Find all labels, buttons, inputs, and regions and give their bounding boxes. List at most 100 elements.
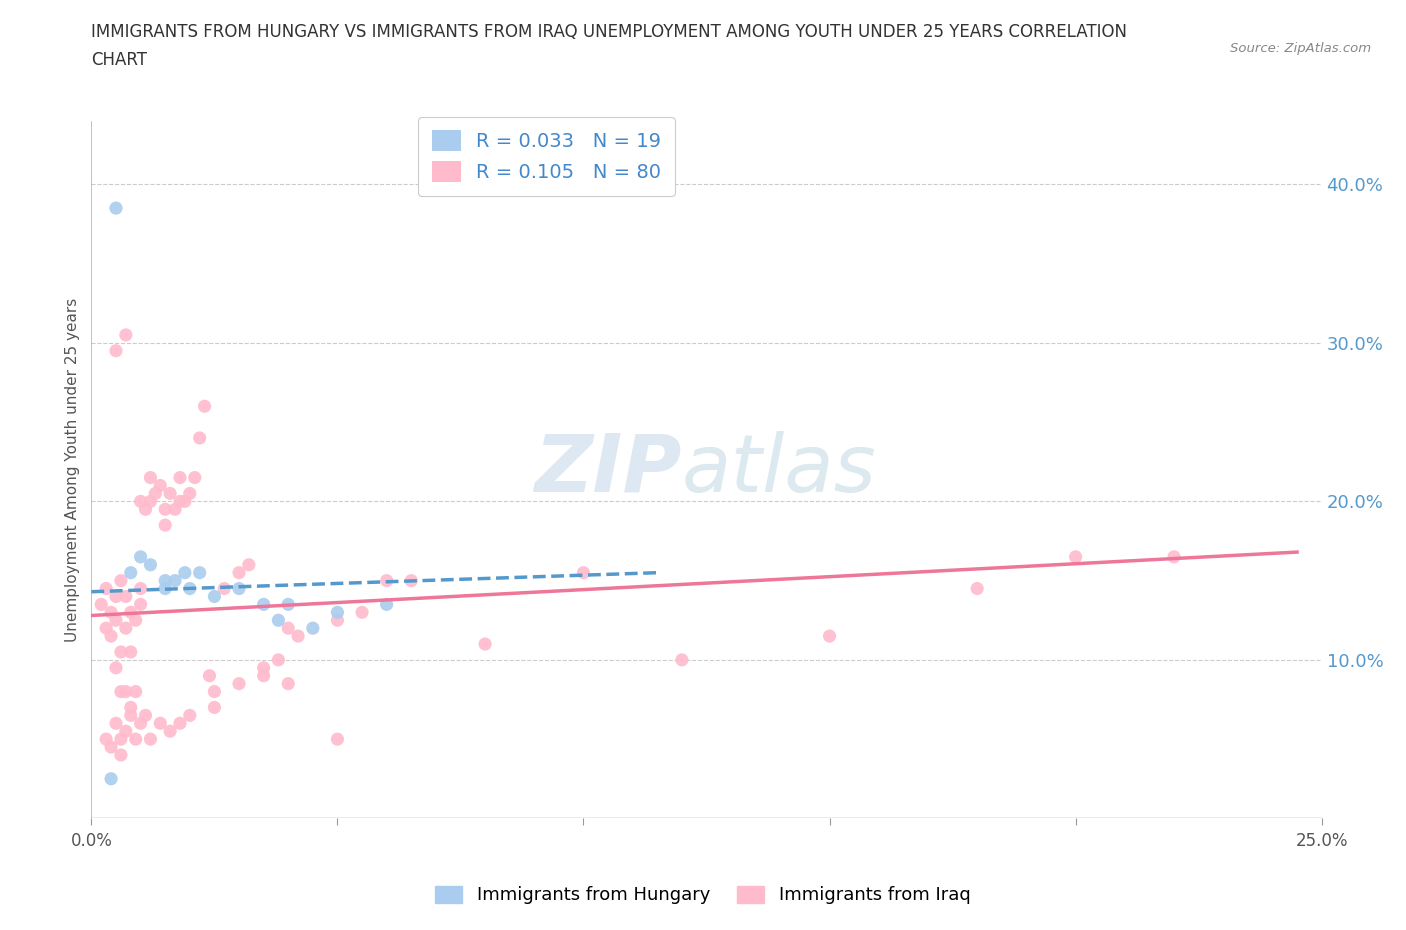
Point: [114, 684, 138, 699]
Point: [277, 676, 299, 691]
Point: [212, 581, 235, 596]
Point: [139, 494, 162, 509]
Point: [135, 708, 156, 723]
Point: [174, 565, 197, 580]
Point: [153, 573, 177, 588]
Point: [114, 620, 138, 635]
Point: [818, 629, 841, 644]
Text: Source: ZipAtlas.com: Source: ZipAtlas.com: [1230, 42, 1371, 55]
Point: [301, 620, 323, 635]
Point: [202, 684, 225, 699]
Point: [120, 604, 142, 619]
Point: [153, 518, 177, 533]
Point: [120, 700, 142, 715]
Point: [253, 669, 276, 684]
Point: [100, 771, 122, 786]
Point: [149, 716, 172, 731]
Point: [124, 732, 146, 747]
Legend: Immigrants from Hungary, Immigrants from Iraq: Immigrants from Hungary, Immigrants from…: [429, 879, 977, 911]
Point: [572, 565, 595, 580]
Point: [105, 201, 127, 216]
Point: [105, 716, 127, 731]
Point: [202, 589, 225, 604]
Point: [399, 573, 422, 588]
Point: [163, 573, 186, 588]
Point: [120, 565, 142, 580]
Point: [326, 604, 349, 619]
Point: [198, 669, 221, 684]
Point: [105, 660, 127, 675]
Point: [352, 604, 374, 619]
Point: [179, 486, 201, 501]
Point: [149, 478, 172, 493]
Point: [277, 597, 299, 612]
Point: [105, 343, 127, 358]
Point: [228, 565, 250, 580]
Point: [169, 471, 191, 485]
Point: [139, 732, 162, 747]
Point: [96, 620, 117, 635]
Point: [163, 502, 186, 517]
Point: [114, 327, 138, 342]
Point: [228, 676, 250, 691]
Point: [228, 581, 250, 596]
Point: [671, 653, 693, 668]
Point: [100, 739, 122, 754]
Point: [253, 660, 276, 675]
Legend: R = 0.033   N = 19, R = 0.105   N = 80: R = 0.033 N = 19, R = 0.105 N = 80: [418, 116, 675, 196]
Point: [238, 557, 260, 572]
Point: [110, 732, 132, 747]
Point: [159, 486, 181, 501]
Point: [114, 724, 138, 738]
Point: [202, 700, 225, 715]
Point: [159, 724, 181, 738]
Point: [110, 573, 132, 588]
Point: [375, 573, 398, 588]
Point: [129, 581, 152, 596]
Point: [153, 581, 177, 596]
Point: [179, 581, 201, 596]
Point: [124, 684, 146, 699]
Text: ZIP: ZIP: [534, 431, 682, 509]
Point: [105, 589, 127, 604]
Point: [110, 644, 132, 659]
Point: [277, 620, 299, 635]
Point: [145, 486, 166, 501]
Point: [1163, 550, 1185, 565]
Point: [90, 597, 112, 612]
Point: [326, 732, 349, 747]
Point: [267, 653, 290, 668]
Point: [135, 502, 156, 517]
Point: [188, 565, 211, 580]
Point: [1064, 550, 1087, 565]
Text: IMMIGRANTS FROM HUNGARY VS IMMIGRANTS FROM IRAQ UNEMPLOYMENT AMONG YOUTH UNDER 2: IMMIGRANTS FROM HUNGARY VS IMMIGRANTS FR…: [91, 23, 1128, 41]
Point: [169, 494, 191, 509]
Point: [96, 732, 117, 747]
Point: [139, 471, 162, 485]
Point: [129, 550, 152, 565]
Point: [966, 581, 988, 596]
Point: [179, 708, 201, 723]
Point: [287, 629, 309, 644]
Point: [110, 748, 132, 763]
Point: [100, 629, 122, 644]
Point: [267, 613, 290, 628]
Point: [96, 581, 117, 596]
Point: [129, 597, 152, 612]
Point: [139, 557, 162, 572]
Point: [120, 708, 142, 723]
Point: [129, 494, 152, 509]
Text: atlas: atlas: [682, 431, 877, 509]
Point: [174, 494, 197, 509]
Text: CHART: CHART: [91, 51, 148, 69]
Point: [188, 431, 211, 445]
Point: [124, 613, 146, 628]
Point: [114, 589, 138, 604]
Point: [120, 644, 142, 659]
Y-axis label: Unemployment Among Youth under 25 years: Unemployment Among Youth under 25 years: [65, 298, 80, 642]
Point: [110, 684, 132, 699]
Point: [100, 604, 122, 619]
Point: [474, 637, 496, 652]
Point: [326, 613, 349, 628]
Point: [105, 613, 127, 628]
